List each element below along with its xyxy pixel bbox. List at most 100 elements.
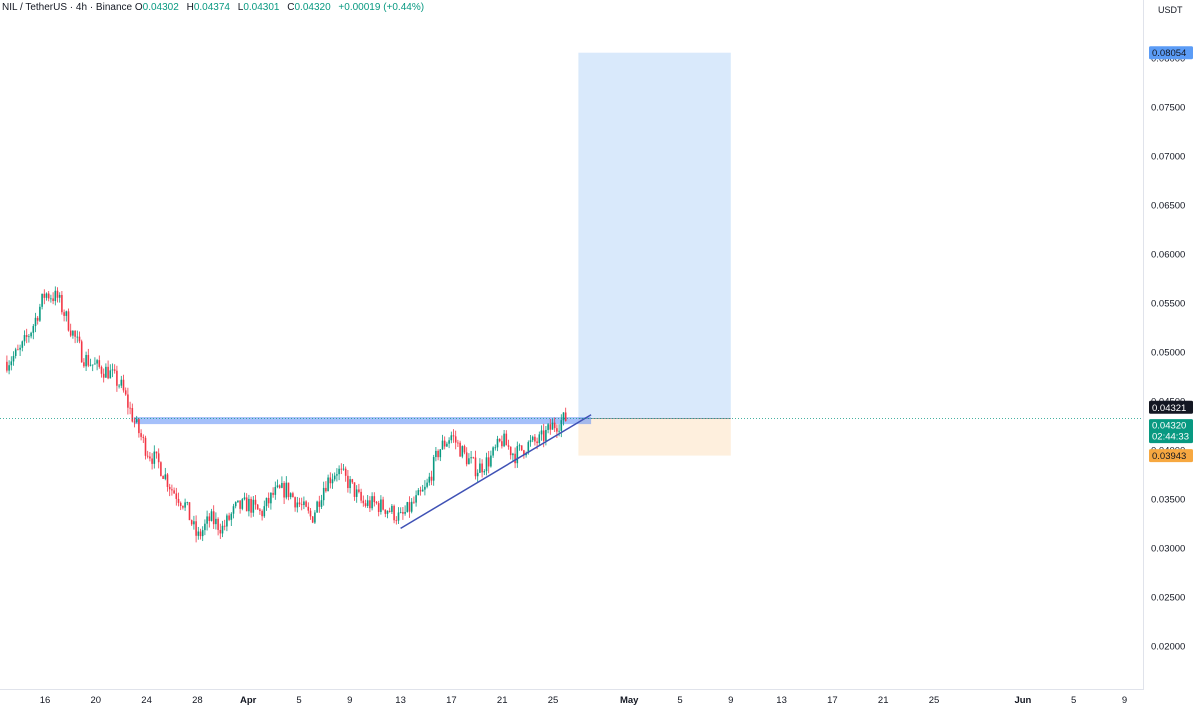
symbol-legend: NIL / TetherUS · 4h · Binance O0.04302 H…: [2, 2, 429, 13]
candle-body: [188, 502, 191, 521]
target-zone: [578, 52, 731, 419]
candle-body: [446, 443, 448, 447]
candle-body: [296, 502, 299, 508]
candle-body: [358, 489, 360, 492]
target-price-tag-bg: [1149, 46, 1193, 60]
candle-body: [41, 293, 43, 307]
candle-body: [199, 531, 202, 537]
candle-body: [171, 489, 173, 491]
time-tick-label: 13: [395, 695, 406, 706]
candle-body: [234, 502, 237, 507]
candle-body: [197, 531, 200, 536]
candle-body: [30, 332, 32, 337]
candle-body: [50, 298, 52, 300]
candle-body: [340, 468, 343, 470]
candle-body: [459, 442, 461, 457]
candle-body: [131, 408, 134, 422]
time-tick-label: 5: [677, 695, 682, 706]
candle-body: [338, 468, 340, 475]
candle-body: [265, 497, 268, 507]
candle-body: [531, 436, 534, 441]
price-tick-label: 0.06000: [1151, 250, 1185, 261]
change-value: +0.00019 (+0.44%): [338, 2, 425, 13]
candle-body: [287, 482, 290, 498]
candle-body: [320, 500, 323, 507]
candle-body: [551, 422, 554, 430]
time-tick-label: 17: [446, 695, 457, 706]
symbol-title[interactable]: NIL / TetherUS · 4h · Binance: [2, 2, 133, 13]
currency-label[interactable]: USDT: [1158, 5, 1183, 15]
candle-body: [283, 482, 285, 498]
time-tick-label: 5: [296, 695, 301, 706]
candle-body: [153, 451, 156, 464]
candle-body: [61, 294, 63, 313]
candle-body: [360, 491, 362, 501]
candle-body: [549, 424, 552, 430]
candle-body: [237, 500, 239, 503]
candle-body: [529, 440, 532, 443]
current-price-tag-bg: [1149, 419, 1193, 444]
candle-body: [534, 436, 536, 442]
candle-body: [118, 385, 120, 387]
candle-body: [492, 447, 494, 456]
open-label: O: [134, 2, 143, 13]
time-tick-label: 9: [347, 695, 352, 706]
candle-body: [397, 512, 400, 521]
candle-body: [210, 511, 213, 521]
candle-body: [342, 468, 345, 470]
candle-body: [157, 453, 160, 463]
candle-body: [362, 500, 365, 504]
candle-body: [560, 420, 563, 431]
price-axis[interactable]: 0.020000.025000.030000.035000.040000.045…: [1143, 0, 1200, 690]
candle-body: [193, 521, 195, 525]
price-chart[interactable]: [0, 0, 1143, 689]
candle-body: [245, 497, 248, 512]
candle-body: [80, 341, 83, 363]
candle-body: [243, 497, 246, 500]
candle-body: [305, 501, 307, 507]
candle-body: [74, 330, 76, 337]
candle-body: [94, 363, 96, 365]
candle-body: [96, 360, 98, 364]
candle-body: [133, 421, 136, 423]
candle-body: [311, 516, 314, 523]
candle-body: [406, 502, 409, 512]
candle-body: [476, 472, 479, 477]
candle-body: [344, 468, 347, 476]
candle-body: [452, 435, 455, 437]
candle-body: [85, 354, 87, 367]
candle-body: [402, 512, 404, 514]
resistance-zone: [133, 417, 592, 425]
candle-body: [355, 489, 358, 497]
candle-body: [384, 509, 387, 514]
time-axis[interactable]: 16 20 24 28 Apr 5 9 13 17 21 25 May 5 9 13 17 21 25 Jun 5 9: [0, 689, 1143, 707]
candle-body: [215, 518, 217, 525]
time-tick-label: 13: [776, 695, 787, 706]
candle-body: [76, 336, 79, 338]
price-tick-label: 0.07000: [1151, 152, 1185, 163]
candle-body: [173, 490, 175, 494]
candle-body: [364, 503, 367, 506]
candle-body: [208, 516, 211, 521]
candle-body: [272, 492, 274, 495]
time-tick-label: Apr: [240, 695, 257, 706]
target-price-tag: 0.08054: [1149, 46, 1193, 60]
candle-body: [105, 366, 107, 378]
candle-body: [556, 428, 558, 432]
candle-body: [228, 515, 230, 520]
candle-body: [241, 499, 244, 509]
candle-body: [23, 335, 26, 342]
candle-body: [523, 450, 525, 456]
candle-body: [399, 512, 402, 513]
candle-body: [179, 502, 182, 506]
price-tick-label: 0.05500: [1151, 299, 1185, 310]
candle-body: [439, 449, 442, 458]
candle-body: [371, 496, 373, 509]
candle-body: [250, 498, 252, 513]
time-tick-label: 24: [141, 695, 152, 706]
candle-body: [28, 336, 30, 338]
candle-body: [259, 509, 261, 511]
candle-body: [448, 440, 450, 444]
